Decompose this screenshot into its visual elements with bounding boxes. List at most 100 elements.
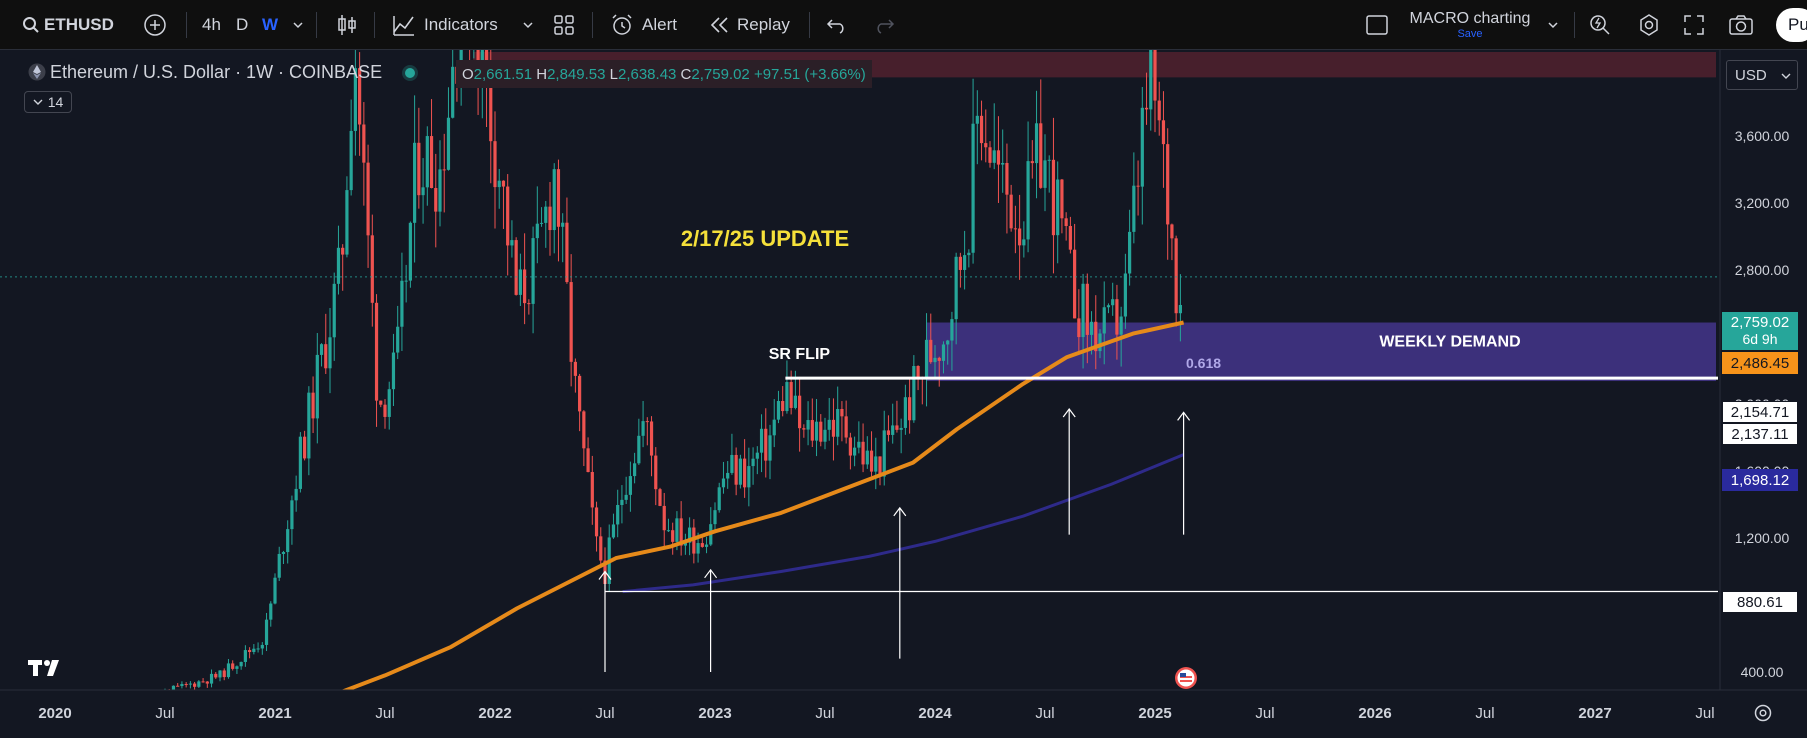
alert-button[interactable]: Alert [610,0,677,50]
candle-body [438,169,442,212]
gear-icon [1754,704,1772,722]
time-tick-label: Jul [1475,705,1494,722]
quick-search-button[interactable] [1588,0,1612,50]
chart-type-button[interactable] [336,0,358,50]
candle-body [1018,228,1022,246]
candle-body [903,397,907,428]
price-tick-label: 3,600.00 [1735,128,1790,144]
candle-body [688,527,692,543]
candle-body [1119,316,1123,335]
candle-body [493,141,497,188]
candle-body [497,180,501,188]
candle-body [180,684,184,687]
demand-zone [926,322,1716,382]
fib-b-price-tag: 2,137.11 [1722,423,1798,445]
time-tick-label: 2026 [1358,705,1391,722]
settings-button[interactable] [1637,0,1661,50]
time-tick-label: Jul [595,705,614,722]
interval-w-button[interactable]: W [262,15,279,34]
chart-area[interactable]: WEEKLY DEMAND SR FLIP 0.618 2/17/25 UPDATE … [0,50,1807,738]
candle-body [535,223,539,239]
candle-body [1178,304,1182,314]
time-tick-label: Jul [815,705,834,722]
candle-body [421,187,425,196]
candle-body [1022,239,1026,246]
candle-body [1170,224,1174,239]
publish-button[interactable]: Pu [1776,8,1807,42]
alert-label: Alert [642,15,677,34]
candle-body [387,389,391,417]
candle-body [290,500,294,530]
indicators-button[interactable]: Indicators [392,0,498,50]
candle-body [586,448,590,473]
undo-button[interactable] [826,0,848,50]
candle-body [857,441,861,448]
interval-dropdown[interactable] [292,0,304,50]
candle-body [979,115,984,144]
currency-select[interactable]: USD [1726,60,1798,90]
candle-body [336,247,341,284]
tradingview-logo [28,656,68,680]
candle-body [209,673,214,684]
chevron-down-icon [1781,73,1791,79]
candles-icon [338,15,356,35]
candle-body [417,142,421,196]
candle-body [319,344,324,355]
candle-body [527,303,531,305]
legend-symbol-title[interactable]: Ethereum / U.S. Dollar · 1W · COINBASE [28,62,416,83]
layouts-button[interactable] [553,0,575,50]
candle-body [1081,283,1085,338]
candle-body [730,454,734,473]
fullscreen-button[interactable] [1683,0,1705,50]
layout-name: MACRO charting [1409,10,1531,27]
candle-body [810,420,814,441]
up-arrow-head [893,506,907,517]
candle-body [565,222,569,283]
candle-body [197,681,201,687]
replay-button[interactable]: Replay [709,0,790,50]
candle-body [1174,238,1178,314]
interval-d-button[interactable]: D [236,15,249,34]
candle-body [776,401,781,420]
candle-body [590,472,594,508]
time-axis [0,690,1807,738]
candle-body [1073,249,1077,319]
time-tick-label: Jul [375,705,394,722]
candle-body [451,66,455,118]
indicators-dropdown[interactable] [522,0,534,50]
candle-body [662,505,666,531]
redo-button[interactable] [873,0,895,50]
layout-name-button[interactable]: MACRO charting Save [1408,0,1532,50]
candle-body [298,436,302,489]
candle-body [222,670,226,678]
indicators-label: Indicators [424,15,498,34]
candle-body [1013,228,1017,230]
candle-body [1030,161,1034,164]
layout-checkbox[interactable] [1365,0,1389,50]
candle-body [514,240,518,295]
candle-body [755,452,759,459]
symbol-search-button[interactable]: ETHUSD [22,0,114,50]
candle-body [683,542,687,546]
compare-symbol-button[interactable] [143,0,167,50]
economic-event-icon[interactable] [1174,666,1198,690]
candle-body [281,552,286,554]
candle-body [1166,144,1170,225]
time-tick-label: Jul [155,705,174,722]
time-tick-label: 2020 [38,705,71,722]
indicators-toggle[interactable]: 14 [24,91,72,113]
candle-body [726,472,730,479]
candle-body [294,488,298,501]
candle-body [239,661,243,667]
axis-settings-button[interactable] [1752,702,1776,726]
candle-body [743,458,747,488]
layout-dropdown[interactable] [1547,0,1559,50]
candle-body [1123,273,1127,317]
candle-body [531,238,535,304]
interval-4h-button[interactable]: 4h [202,15,221,34]
toolbar-divider [316,12,317,38]
time-tick-label: Jul [1695,705,1714,722]
chevron-down-icon [293,22,303,29]
snapshot-button[interactable] [1728,0,1754,50]
